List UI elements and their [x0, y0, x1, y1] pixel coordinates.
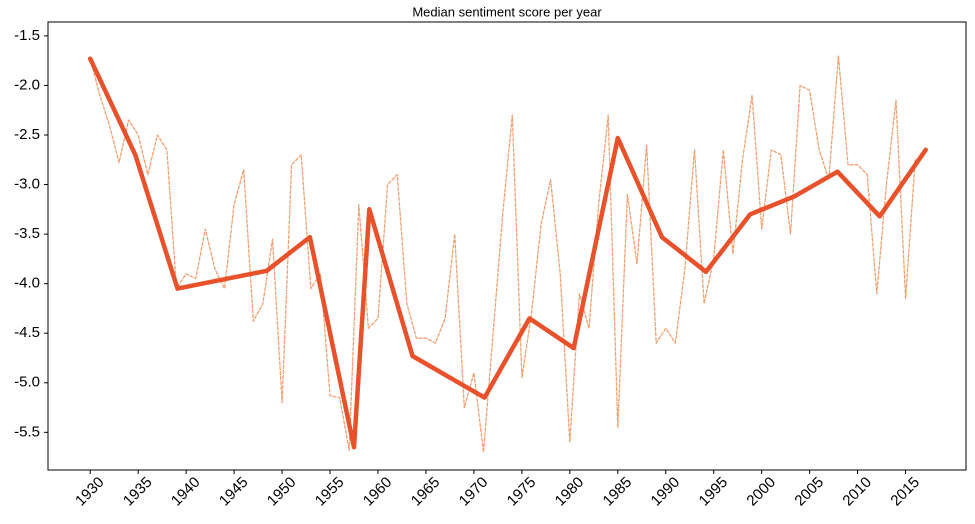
x-tick-label: 2000 [743, 474, 779, 510]
x-tick-label: 1960 [360, 474, 396, 510]
series-line [89, 55, 916, 453]
y-tick-label: -1.5 [14, 27, 40, 44]
y-tick-label: -5.5 [14, 423, 40, 440]
x-tick-label: 1955 [312, 474, 348, 510]
x-tick-label: 1935 [120, 474, 156, 510]
x-tick-label: 1965 [408, 474, 444, 510]
y-tick-label: -4.0 [14, 275, 40, 292]
y-tick-label: -3.5 [14, 225, 40, 242]
x-tick-label: 1995 [696, 474, 732, 510]
y-tick-label: -2.0 [14, 76, 40, 93]
y-tick-label: -2.5 [14, 126, 40, 143]
x-tick-label: 1940 [168, 474, 204, 510]
x-tick-label: 1980 [552, 474, 588, 510]
y-tick-label: -3.0 [14, 176, 40, 193]
x-tick-label: 1985 [600, 474, 636, 510]
x-tick-label: 1970 [456, 474, 492, 510]
x-tick-label: 2010 [839, 474, 875, 510]
x-tick-label: 1975 [504, 474, 540, 510]
x-tick-label: 2015 [887, 474, 923, 510]
x-tick-label: 1950 [264, 474, 300, 510]
series-line [87, 56, 928, 450]
x-tick-label: 1990 [648, 474, 684, 510]
chart-title: Median sentiment score per year [412, 4, 602, 19]
x-tick-label: 1945 [216, 474, 252, 510]
x-tick-label: 1930 [72, 474, 108, 510]
x-tick-label: 2005 [791, 474, 827, 510]
plot-frame [47, 21, 967, 471]
y-tick-label: -4.5 [14, 324, 40, 341]
y-tick-label: -5.0 [14, 374, 40, 391]
